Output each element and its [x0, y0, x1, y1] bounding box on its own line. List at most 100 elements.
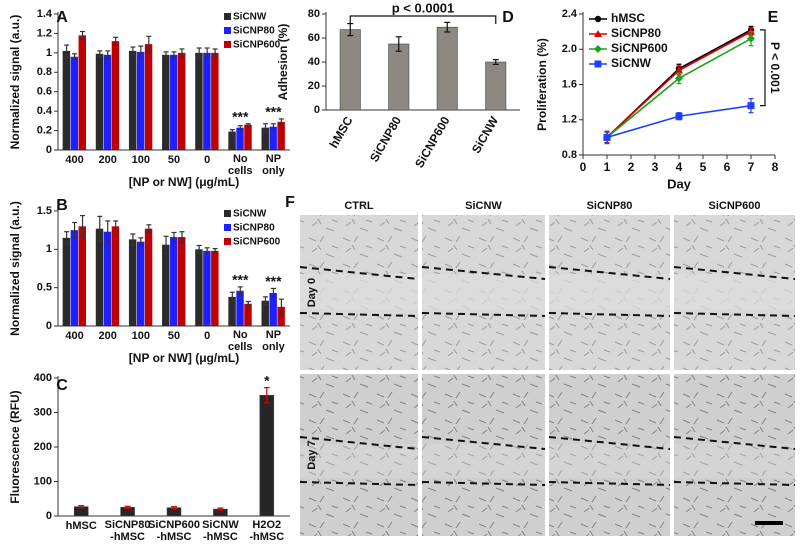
- legend-swatch: [224, 224, 231, 231]
- x-tick-label: 4: [676, 160, 683, 174]
- x-tick-label: 200: [99, 154, 117, 166]
- bar: [144, 44, 153, 150]
- bar: [177, 52, 186, 150]
- bar: [269, 126, 277, 150]
- x-tick-label: SiCNP80: [105, 519, 151, 531]
- bar: [128, 239, 137, 326]
- marker: [675, 66, 683, 74]
- legend-label: hMSC: [611, 11, 645, 25]
- y-tick-label: 1.5: [37, 205, 52, 217]
- x-tick-label: 100: [132, 154, 150, 166]
- bracket: [760, 29, 766, 107]
- y-tick-label: 0.4: [37, 105, 53, 117]
- y-tick-label: 20: [308, 80, 320, 92]
- wound-edge: [421, 481, 546, 486]
- column-header: SiCNW: [465, 200, 502, 212]
- bar: [211, 250, 219, 326]
- bar: [228, 131, 236, 150]
- x-tick-label: SiCNP600: [148, 519, 200, 531]
- y-tick-label: 0.8: [37, 66, 52, 78]
- x-tick-label: -hMSC: [203, 531, 238, 543]
- legend-swatch: [224, 238, 231, 245]
- wound-gap: [549, 444, 670, 478]
- bar: [177, 237, 186, 326]
- bar: [111, 226, 120, 326]
- wound-gap: [422, 444, 545, 478]
- legend-label: SiCNW: [233, 12, 267, 23]
- bracket: [349, 15, 497, 24]
- y-tick-label: 300: [34, 406, 52, 418]
- legend-swatch: [224, 13, 231, 20]
- x-tick-label: H2O2: [252, 519, 281, 531]
- y-tick-label: 60: [308, 32, 320, 44]
- wound-edge: [299, 436, 419, 450]
- x-tick-label: -hMSC: [110, 531, 145, 543]
- bar: [244, 303, 252, 326]
- panel-label: C: [56, 377, 68, 394]
- legend-label: SiCNP600: [611, 41, 668, 55]
- marker: [594, 60, 602, 68]
- bar: [195, 52, 203, 150]
- legend-label: SiCNP80: [611, 26, 661, 40]
- bar: [269, 293, 277, 326]
- x-tick-label: SiCNW: [469, 114, 501, 156]
- x-tick-label: 3: [652, 160, 659, 174]
- annotation: *: [264, 372, 270, 388]
- annotation: ***: [265, 104, 282, 120]
- x-axis-title: [NP or NW] (μg/mL): [129, 175, 239, 189]
- wound-edge: [673, 266, 796, 280]
- y-tick-label: 1.6: [562, 78, 577, 90]
- wound-edge: [421, 312, 546, 317]
- bar: [170, 237, 178, 326]
- x-tick-label: cells: [228, 341, 252, 353]
- x-tick-label: SiCNP80: [367, 114, 404, 165]
- bar: [211, 52, 219, 150]
- legend-label: SiCNP600: [233, 237, 281, 248]
- panel-label: E: [768, 9, 779, 26]
- micrograph-texture: [549, 374, 670, 536]
- x-tick-label: 7: [748, 160, 755, 174]
- column-header: SiCNP600: [709, 200, 761, 212]
- wound-edge: [548, 481, 671, 486]
- y-tick-label: 1: [46, 47, 52, 59]
- wound-gap: [422, 274, 545, 309]
- y-tick-label: 1.2: [562, 114, 577, 126]
- y-tick-label: 0.8: [562, 149, 577, 161]
- legend-label: SiCNW: [233, 209, 267, 220]
- micrograph-texture: [300, 374, 418, 536]
- bar: [195, 249, 203, 326]
- y-tick-label: 400: [34, 372, 52, 384]
- x-tick-label: only: [262, 341, 285, 353]
- x-tick-label: 50: [168, 330, 180, 342]
- panel-label: F: [285, 194, 295, 211]
- y-axis-title: Normalized signal (a.u.): [8, 201, 22, 336]
- bar: [162, 54, 170, 150]
- x-tick-label: hMSC: [66, 520, 97, 532]
- marker: [594, 45, 602, 53]
- x-tick-label: 0: [580, 160, 587, 174]
- bar: [70, 230, 79, 326]
- bar: [103, 231, 112, 326]
- marker: [675, 112, 683, 120]
- bar: [136, 241, 145, 326]
- wound-edge: [421, 436, 546, 450]
- row-label: Day 7: [306, 440, 318, 469]
- bar: [144, 228, 153, 326]
- bar: [236, 127, 244, 150]
- x-tick-label: No: [233, 329, 248, 341]
- marker: [603, 133, 611, 141]
- marker: [675, 74, 683, 83]
- x-tick-label: SiCNW: [202, 519, 239, 531]
- bar: [339, 29, 361, 111]
- bar: [485, 61, 507, 111]
- bar: [162, 244, 170, 326]
- x-tick-label: 5: [700, 160, 707, 174]
- wound-edge: [673, 481, 796, 486]
- wound-edge: [299, 481, 419, 486]
- wound-edge: [673, 436, 796, 450]
- y-tick-label: 1.2: [37, 27, 52, 39]
- bar: [388, 43, 410, 111]
- wound-gap: [674, 274, 795, 309]
- x-tick-label: NP: [266, 153, 281, 165]
